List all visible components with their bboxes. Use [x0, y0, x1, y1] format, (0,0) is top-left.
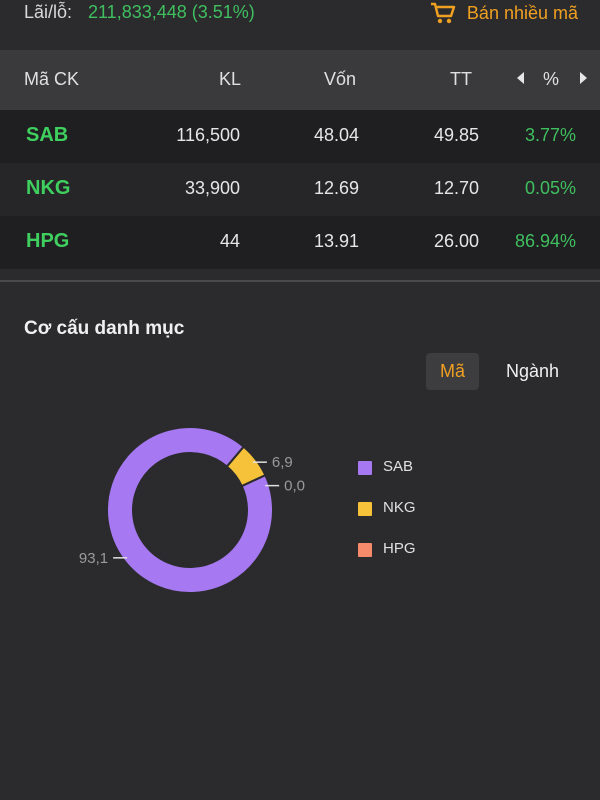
legend-item[interactable]: HPG	[358, 540, 416, 581]
slice-label-sab: 93,1	[79, 550, 108, 567]
col-percent[interactable]: %	[542, 69, 559, 89]
row-percent: 86.94%	[514, 231, 576, 251]
legend-swatch	[358, 543, 372, 557]
pnl-label: Lãi/lỗ:	[24, 2, 73, 22]
slice-label-hpg: 0,0	[284, 478, 305, 495]
row-market-value: 12.70	[433, 178, 479, 198]
section-divider	[0, 280, 600, 282]
row-symbol: SAB	[26, 124, 69, 146]
row-volume: 33,900	[184, 178, 240, 198]
top-bar: Lãi/lỗ: 211,833,448 (3.51%) Bán nhiều mã	[0, 0, 600, 50]
tab-by-symbol[interactable]: Mã	[426, 353, 480, 390]
legend-label: HPG	[383, 540, 416, 557]
sell-many-button[interactable]: Bán nhiều mã	[429, 0, 578, 30]
table-row[interactable]: HPG 44 13.91 26.00 86.94%	[0, 216, 600, 269]
row-capital: 48.04	[313, 125, 359, 145]
legend-swatch	[358, 502, 372, 516]
col-capital[interactable]: Vốn	[323, 69, 356, 89]
portfolio-title: Cơ cấu danh mục	[24, 318, 185, 339]
legend-item[interactable]: SAB	[358, 458, 416, 499]
row-percent: 3.77%	[524, 125, 576, 145]
row-percent: 0.05%	[524, 178, 576, 198]
slice-label-nkg: 6,9	[272, 454, 293, 471]
row-capital: 13.91	[313, 231, 359, 251]
tab-by-sector[interactable]: Ngành	[506, 361, 560, 381]
chevron-right-icon[interactable]	[580, 72, 587, 84]
donut-slice-nkg[interactable]	[225, 445, 267, 488]
row-market-value: 49.85	[433, 125, 479, 145]
row-volume: 44	[219, 231, 240, 251]
donut-slice-sab[interactable]	[106, 426, 274, 594]
legend-swatch	[358, 461, 372, 475]
row-symbol: NKG	[26, 177, 71, 199]
chart-legend: SAB NKG HPG	[358, 458, 416, 581]
row-capital: 12.69	[313, 178, 359, 198]
legend-label: SAB	[383, 458, 414, 475]
row-volume: 116,500	[176, 125, 240, 145]
holdings-table: Mã CK KL Vốn TT % SAB 116,500 48.04 49.8…	[0, 50, 600, 269]
portfolio-donut-chart: 93,1 6,9 0,0	[79, 426, 305, 594]
sell-many-label: Bán nhiều mã	[466, 2, 578, 23]
cart-icon	[430, 2, 456, 24]
chevron-left-icon[interactable]	[517, 72, 524, 84]
row-market-value: 26.00	[433, 231, 479, 251]
legend-label: NKG	[383, 499, 416, 516]
table-header: Mã CK KL Vốn TT %	[0, 50, 600, 110]
table-row[interactable]: SAB 116,500 48.04 49.85 3.77%	[0, 110, 600, 163]
col-volume[interactable]: KL	[218, 69, 241, 89]
col-symbol[interactable]: Mã CK	[24, 69, 80, 89]
pnl-value: 211,833,448 (3.51%)	[88, 2, 255, 22]
legend-item[interactable]: NKG	[358, 499, 416, 540]
table-body: SAB 116,500 48.04 49.85 3.77% NKG 33,900…	[0, 110, 600, 269]
table-row[interactable]: NKG 33,900 12.69 12.70 0.05%	[0, 163, 600, 216]
row-symbol: HPG	[26, 230, 70, 252]
col-market-value[interactable]: TT	[450, 69, 472, 89]
